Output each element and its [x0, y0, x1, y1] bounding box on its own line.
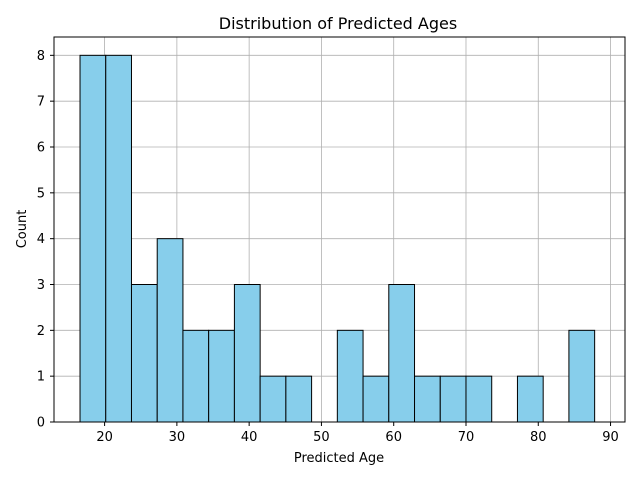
- y-tick-label: 5: [37, 186, 45, 201]
- histogram-bar: [414, 375, 441, 423]
- y-tick-label: 1: [37, 370, 45, 385]
- histogram-bar: [285, 375, 313, 423]
- histogram-bar: [388, 284, 416, 423]
- histogram-bar: [259, 375, 287, 423]
- chart-title: Distribution of Predicted Ages: [219, 14, 457, 33]
- histogram-bar: [208, 329, 235, 423]
- histogram-bar: [105, 54, 132, 423]
- histogram-bar: [336, 329, 364, 423]
- histogram-bars: [79, 54, 596, 423]
- y-tick-label: 2: [37, 324, 45, 339]
- histogram-bar: [516, 375, 544, 423]
- y-tick-label: 7: [37, 95, 45, 110]
- x-tick-label: 20: [96, 430, 113, 445]
- histogram-bar: [465, 375, 493, 423]
- y-axis-label: Count: [15, 210, 30, 249]
- histogram-bar: [79, 54, 107, 423]
- histogram-bar: [439, 375, 467, 423]
- x-tick-label: 40: [241, 430, 258, 445]
- x-axis-ticks: 20 30 40 50 60 70 80 90: [96, 422, 619, 445]
- plot-frame: [53, 36, 626, 423]
- histogram-bar: [233, 284, 261, 423]
- y-tick-label: 8: [37, 49, 45, 64]
- histogram-bar: [362, 375, 390, 423]
- histogram-bar: [130, 284, 158, 423]
- y-tick-label: 4: [37, 232, 45, 247]
- x-tick-label: 60: [385, 430, 402, 445]
- x-tick-label: 80: [530, 430, 547, 445]
- histogram-bar: [568, 329, 596, 423]
- y-tick-label: 6: [37, 141, 45, 156]
- x-tick-label: 30: [169, 430, 186, 445]
- x-tick-label: 70: [458, 430, 475, 445]
- x-axis-label: Predicted Age: [294, 451, 384, 466]
- y-axis-ticks: 0 1 2 3 4 5 6 7 8: [37, 49, 54, 431]
- y-tick-label: 0: [37, 416, 45, 431]
- x-tick-label: 50: [313, 430, 330, 445]
- histogram-bar: [182, 329, 210, 423]
- histogram-bar: [156, 238, 184, 423]
- y-tick-label: 3: [37, 278, 45, 293]
- x-tick-label: 90: [602, 430, 619, 445]
